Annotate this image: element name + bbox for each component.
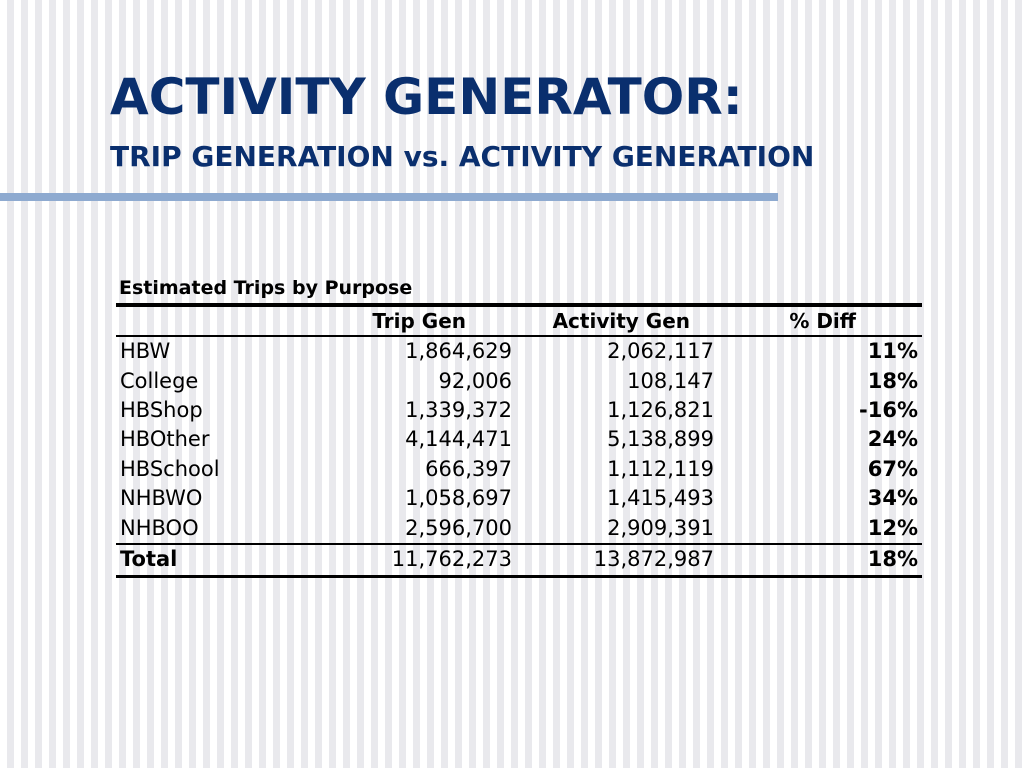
table-row: HBW 1,864,629 2,062,117 11% [116, 336, 922, 366]
cell-purpose: HBShop [120, 397, 203, 422]
cell-pct-diff: 34% [867, 486, 918, 511]
cell-purpose: HBSchool [120, 456, 220, 481]
cell-trip-gen: 92,006 [438, 368, 512, 393]
cell-pct-diff: 67% [867, 456, 918, 481]
cell-activity-gen: 5,138,899 [607, 427, 714, 452]
table-row: College 92,006 108,147 18% [116, 366, 922, 395]
cell-pct-diff: 11% [867, 339, 918, 364]
cell-activity-gen: 1,126,821 [607, 397, 714, 422]
cell-activity-gen: 1,415,493 [607, 486, 714, 511]
trips-table: Trip Gen Activity Gen % Diff HBW 1,864,6… [116, 303, 922, 578]
table-row: NHBOO 2,596,700 2,909,391 12% [116, 513, 922, 543]
cell-purpose: College [120, 368, 199, 393]
cell-purpose: HBW [120, 339, 171, 364]
header-pct-diff: % Diff [718, 303, 922, 337]
table-row: HBOther 4,144,471 5,138,899 24% [116, 425, 922, 454]
cell-activity-gen: 2,062,117 [607, 339, 714, 364]
trips-table-container: Trip Gen Activity Gen % Diff HBW 1,864,6… [116, 303, 922, 578]
slide-title: ACTIVITY GENERATOR: [110, 68, 743, 126]
total-label: Total [116, 542, 346, 578]
header-activity-gen: Activity Gen [516, 303, 718, 337]
header-purpose [116, 303, 346, 337]
total-activity-gen: 13,872,987 [516, 542, 718, 578]
cell-purpose: HBOther [120, 427, 210, 452]
table-row: HBSchool 666,397 1,112,119 67% [116, 455, 922, 484]
header-trip-gen: Trip Gen [346, 303, 516, 337]
cell-trip-gen: 4,144,471 [405, 427, 512, 452]
cell-activity-gen: 108,147 [627, 368, 714, 393]
table-header-row: Trip Gen Activity Gen % Diff [116, 303, 922, 337]
cell-purpose: NHBOO [120, 515, 199, 540]
table-row: HBShop 1,339,372 1,126,821 -16% [116, 396, 922, 425]
cell-trip-gen: 1,339,372 [405, 397, 512, 422]
cell-trip-gen: 1,058,697 [405, 486, 512, 511]
cell-trip-gen: 666,397 [425, 456, 512, 481]
slide-subtitle: TRIP GENERATION vs. ACTIVITY GENERATION [110, 140, 815, 173]
cell-pct-diff: 24% [867, 427, 918, 452]
cell-trip-gen: 1,864,629 [405, 339, 512, 364]
total-pct-diff: 18% [718, 542, 922, 578]
table-total-row: Total 11,762,273 13,872,987 18% [116, 542, 922, 578]
table-caption: Estimated Trips by Purpose [119, 277, 413, 299]
cell-activity-gen: 2,909,391 [607, 515, 714, 540]
cell-purpose: NHBWO [120, 486, 203, 511]
cell-trip-gen: 2,596,700 [405, 515, 512, 540]
table-row: NHBWO 1,058,697 1,415,493 34% [116, 484, 922, 513]
title-divider [0, 193, 778, 201]
total-trip-gen: 11,762,273 [346, 542, 516, 578]
cell-pct-diff: 12% [867, 515, 918, 540]
cell-pct-diff: -16% [859, 397, 918, 422]
cell-pct-diff: 18% [867, 368, 918, 393]
cell-activity-gen: 1,112,119 [607, 456, 714, 481]
